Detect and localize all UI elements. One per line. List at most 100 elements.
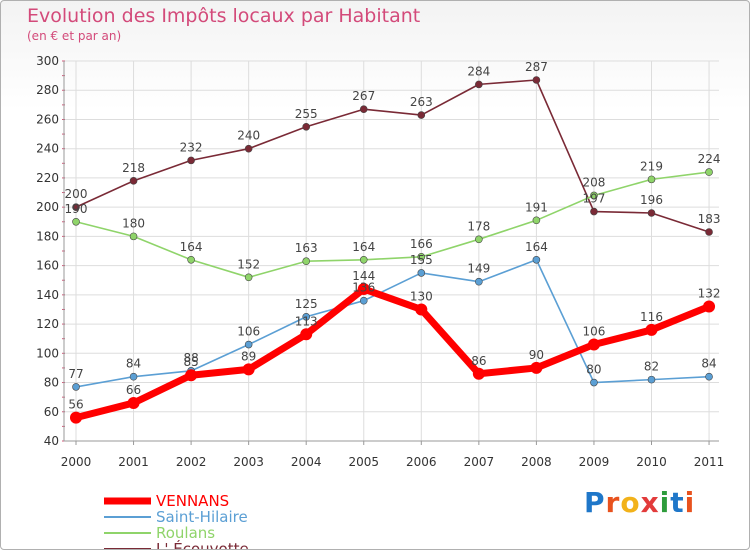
data-point <box>129 372 138 381</box>
data-point <box>532 216 541 225</box>
data-point <box>302 122 311 131</box>
data-label: 84 <box>701 357 716 371</box>
y-tick-label: 160 <box>36 259 59 273</box>
data-label: 85 <box>183 355 198 369</box>
series-line-1 <box>75 258 710 388</box>
legend-label: VENNANS <box>156 492 230 510</box>
data-point <box>129 232 138 241</box>
data-point <box>185 369 198 382</box>
x-tick-label: 2005 <box>348 455 379 469</box>
data-point <box>705 372 713 381</box>
data-label: 191 <box>525 200 548 214</box>
data-label: 152 <box>237 257 260 271</box>
series-line-2 <box>75 171 710 279</box>
x-tick-label: 2004 <box>291 455 322 469</box>
data-point <box>300 328 313 341</box>
data-label: 155 <box>410 253 433 267</box>
data-point <box>475 277 483 286</box>
data-label: 56 <box>68 398 83 412</box>
y-tick-label: 140 <box>36 288 59 302</box>
data-label: 166 <box>410 237 433 251</box>
data-label: 66 <box>126 383 141 397</box>
data-label: 263 <box>410 95 433 109</box>
data-point <box>242 363 255 376</box>
data-point <box>187 156 195 165</box>
data-point <box>415 303 428 316</box>
data-point <box>590 378 598 387</box>
data-point <box>417 111 426 119</box>
data-label: 219 <box>640 159 663 173</box>
data-label: 164 <box>352 240 375 254</box>
chart-title: Evolution des Impôts locaux par Habitant <box>27 5 421 27</box>
legend-label: Saint-Hilaire <box>156 508 248 526</box>
data-label: 132 <box>698 287 721 301</box>
data-label: 240 <box>237 129 260 143</box>
x-tick-label: 2007 <box>464 455 495 469</box>
data-label: 130 <box>410 289 433 303</box>
data-point <box>587 338 600 351</box>
x-tick-label: 2003 <box>233 455 264 469</box>
y-tick-label: 80 <box>44 376 59 390</box>
data-label: 287 <box>525 60 548 74</box>
data-label: 267 <box>352 89 375 103</box>
data-label: 224 <box>698 152 721 166</box>
legend-label: L' Écouvotte <box>156 540 249 550</box>
data-label: 163 <box>295 241 318 255</box>
x-tick-label: 2008 <box>521 455 552 469</box>
proxiti-logo: Proxiti <box>584 486 696 519</box>
x-tick-label: 2000 <box>61 455 92 469</box>
data-point <box>532 76 541 84</box>
data-point <box>647 375 656 384</box>
data-point <box>72 203 80 211</box>
data-label: 89 <box>241 349 256 363</box>
x-tick-label: 2001 <box>118 455 149 469</box>
data-label: 164 <box>180 240 203 254</box>
x-tick-label: 2011 <box>694 455 725 469</box>
y-tick-label: 300 <box>36 54 59 68</box>
series-line-3 <box>75 79 710 233</box>
data-label: 183 <box>698 212 721 226</box>
data-label: 180 <box>122 216 145 230</box>
data-point <box>475 80 483 89</box>
data-label: 232 <box>180 140 203 154</box>
y-tick-label: 100 <box>36 346 59 360</box>
data-label: 255 <box>295 107 318 121</box>
data-label: 190 <box>65 202 88 216</box>
chart-subtitle: (en € et par an) <box>27 29 122 43</box>
data-point <box>705 168 713 176</box>
data-point <box>475 235 483 244</box>
data-label: 77 <box>68 367 83 381</box>
data-point <box>357 283 370 295</box>
x-tick-label: 2002 <box>176 455 207 469</box>
data-point <box>472 367 485 380</box>
data-label: 113 <box>295 314 318 328</box>
y-tick-label: 280 <box>36 83 59 97</box>
data-label: 218 <box>122 161 145 175</box>
data-point <box>647 175 656 184</box>
data-label: 196 <box>640 193 663 207</box>
legend-label: Roulans <box>156 524 216 542</box>
data-label: 136 <box>352 281 375 295</box>
data-label: 149 <box>467 262 490 276</box>
data-label: 178 <box>467 219 490 233</box>
data-point <box>645 323 658 336</box>
y-tick-label: 200 <box>36 200 59 214</box>
data-point <box>703 300 716 313</box>
data-point <box>530 361 543 374</box>
y-tick-label: 120 <box>36 317 59 331</box>
data-label: 144 <box>352 269 375 283</box>
data-label: 84 <box>126 357 141 371</box>
data-point <box>359 255 368 264</box>
data-point <box>417 269 426 277</box>
data-label: 284 <box>467 64 490 78</box>
data-label: 164 <box>525 240 548 254</box>
x-tick-label: 2006 <box>406 455 437 469</box>
y-tick-label: 40 <box>44 434 59 448</box>
data-label: 106 <box>582 325 605 339</box>
y-tick-label: 60 <box>44 405 59 419</box>
data-label: 90 <box>529 348 544 362</box>
data-point <box>302 257 311 266</box>
y-tick-label: 240 <box>36 142 59 156</box>
